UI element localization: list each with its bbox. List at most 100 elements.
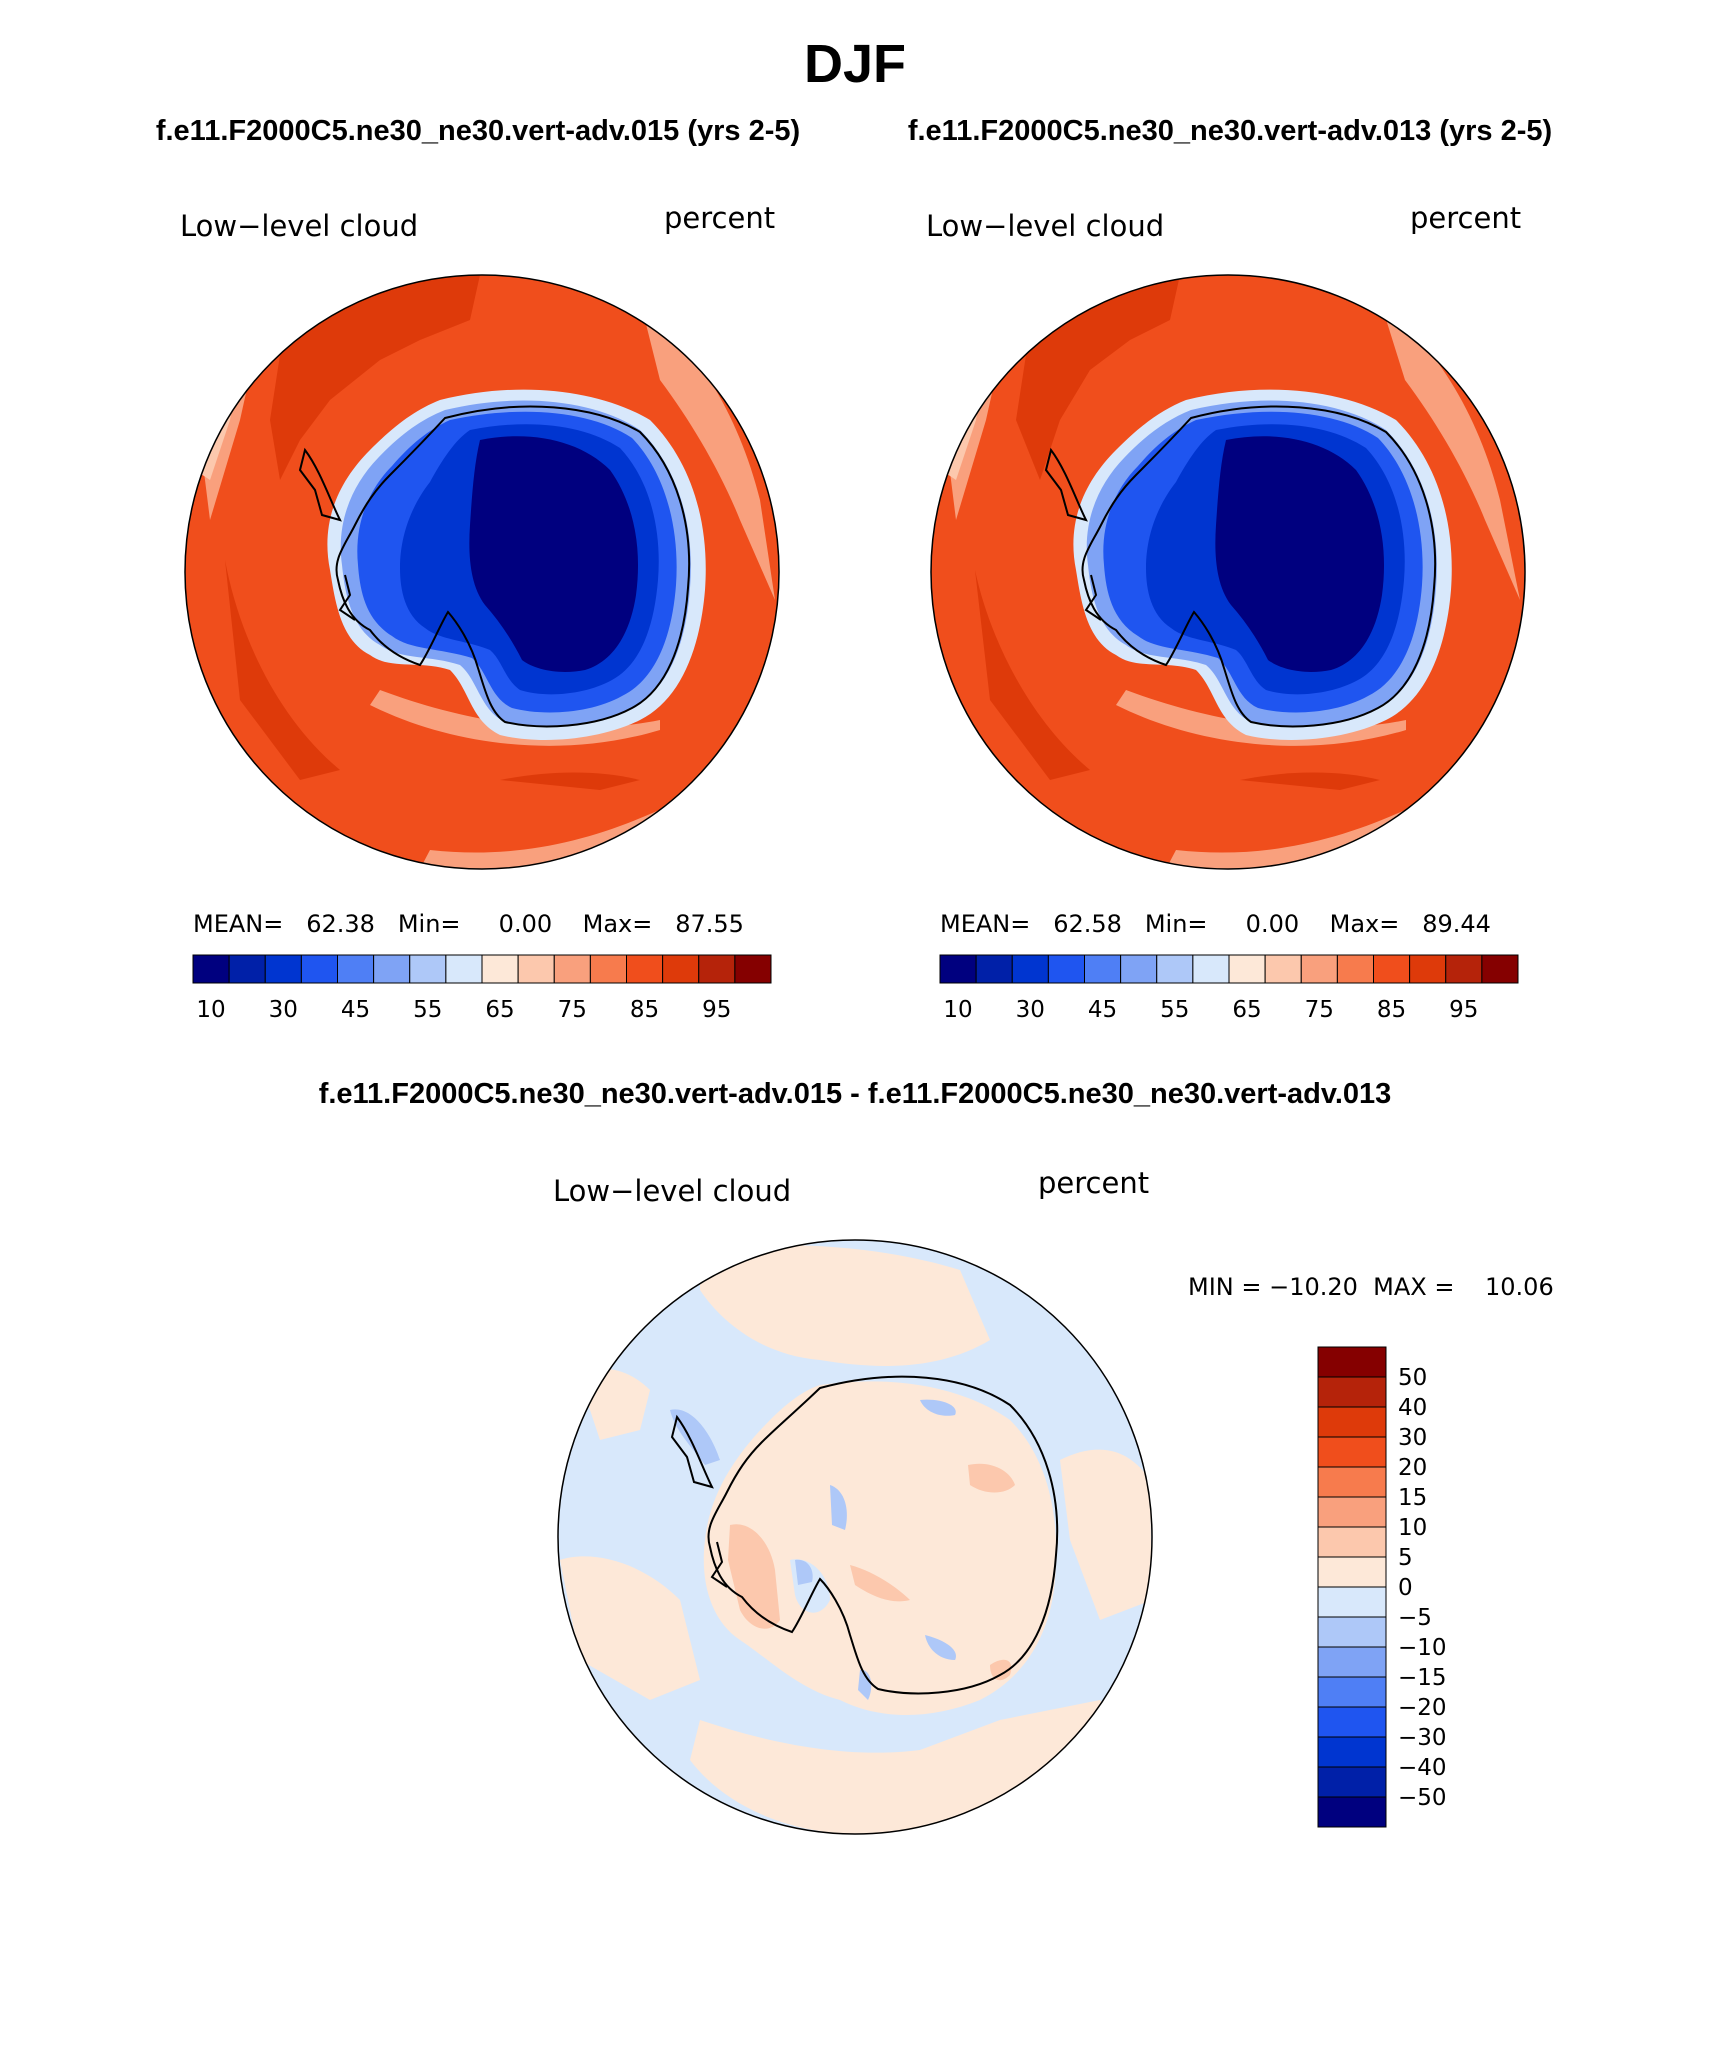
colorbar-swatch <box>626 954 664 984</box>
colorbar-swatch <box>1317 1526 1387 1558</box>
panel-right: Low−level cloud percent MEAN= 62.58 Min=… <box>926 201 1526 1023</box>
colorbar-label: 75 <box>1305 997 1334 1023</box>
colorbar-label: 0 <box>1398 1575 1413 1601</box>
panel-diff-units: percent <box>1038 1166 1149 1200</box>
colorbar-swatch <box>1300 954 1338 984</box>
colorbar-swatch <box>1317 1586 1387 1618</box>
colorbar-swatch <box>1317 1676 1387 1708</box>
colorbar-swatch <box>1084 954 1122 984</box>
colorbar-swatch <box>1317 1706 1387 1738</box>
colorbar-label: 30 <box>1016 997 1045 1023</box>
colorbar-label: 75 <box>558 997 587 1023</box>
colorbar-swatch <box>1373 954 1411 984</box>
colorbar-swatch <box>1156 954 1194 984</box>
colorbar-swatch <box>1317 1376 1387 1408</box>
colorbar-swatch <box>228 954 266 984</box>
colorbar-swatch <box>1011 954 1049 984</box>
panel-right-variable: Low−level cloud <box>926 209 1164 243</box>
diff-title: f.e11.F2000C5.ne30_ne30.vert-adv.015 - f… <box>319 1078 1392 1110</box>
panel-right-units: percent <box>1410 201 1521 235</box>
colorbar-swatch <box>192 954 230 984</box>
panel-right-stats: MEAN= 62.58 Min= 0.00 Max= 89.44 <box>940 910 1491 938</box>
colorbar-swatch <box>1317 1646 1387 1678</box>
colorbar-swatch <box>1317 1796 1387 1828</box>
colorbar-swatch <box>373 954 411 984</box>
panel-left-map <box>185 275 779 869</box>
panel-diff-stats: MIN = −10.20 MAX = 10.06 <box>1188 1273 1554 1301</box>
colorbar-swatch <box>300 954 338 984</box>
colorbar-swatch <box>1317 1556 1387 1588</box>
colorbar-label: −50 <box>1398 1785 1447 1811</box>
colorbar-label: −30 <box>1398 1725 1447 1751</box>
colorbar-swatch <box>1317 1766 1387 1798</box>
colorbar-swatch <box>1264 954 1302 984</box>
colorbar-label: 20 <box>1398 1455 1427 1481</box>
colorbar-label: 30 <box>1398 1425 1427 1451</box>
panel-diff-map-border <box>557 1239 1153 1835</box>
colorbar-label: 95 <box>702 997 731 1023</box>
panel-diff-variable: Low−level cloud <box>553 1174 791 1208</box>
colorbar-label: 10 <box>943 997 972 1023</box>
panel-left-colorbar: 10 30 45 55 65 75 85 95 <box>192 954 772 1023</box>
colorbar-swatch <box>445 954 483 984</box>
colorbar-label: 65 <box>1232 997 1261 1023</box>
panel-diff-map <box>558 1240 1152 1834</box>
colorbar-swatch <box>1317 1436 1387 1468</box>
colorbar-label: 95 <box>1449 997 1478 1023</box>
season-title: DJF <box>804 34 906 94</box>
colorbar-swatch <box>1317 1406 1387 1438</box>
colorbar-swatch <box>939 954 977 984</box>
colorbar-swatch <box>481 954 519 984</box>
colorbar-label: 50 <box>1398 1365 1427 1391</box>
colorbar-swatch <box>1317 1496 1387 1528</box>
colorbar-label: 65 <box>485 997 514 1023</box>
colorbar-label: 15 <box>1398 1485 1427 1511</box>
colorbar-swatch <box>337 954 375 984</box>
colorbar-label: 40 <box>1398 1395 1427 1421</box>
colorbar-label: −15 <box>1398 1665 1447 1691</box>
panel-right-map-border <box>930 274 1526 870</box>
panel-left-units: percent <box>664 201 775 235</box>
colorbar-swatch <box>1317 1616 1387 1648</box>
colorbar-swatch <box>264 954 302 984</box>
colorbar-swatch <box>1047 954 1085 984</box>
case2-title: f.e11.F2000C5.ne30_ne30.vert-adv.013 (yr… <box>908 115 1552 147</box>
panel-right-map <box>931 275 1525 869</box>
colorbar-label: 5 <box>1398 1545 1413 1571</box>
colorbar-swatch <box>734 954 772 984</box>
colorbar-swatch <box>1192 954 1230 984</box>
colorbar-label: 30 <box>269 997 298 1023</box>
panel-left: Low−level cloud percent MEAN= 62.38 Min=… <box>180 201 780 1023</box>
colorbar-swatch <box>975 954 1013 984</box>
colorbar-swatch <box>1445 954 1483 984</box>
colorbar-label: 10 <box>1398 1515 1427 1541</box>
colorbar-swatch <box>1317 1346 1387 1378</box>
colorbar-swatch <box>1481 954 1519 984</box>
colorbar-label: −20 <box>1398 1695 1447 1721</box>
colorbar-label: 85 <box>630 997 659 1023</box>
colorbar-label: −5 <box>1398 1605 1432 1631</box>
colorbar-label: 55 <box>413 997 442 1023</box>
colorbar-swatch <box>1409 954 1447 984</box>
panel-left-stats: MEAN= 62.38 Min= 0.00 Max= 87.55 <box>193 910 744 938</box>
panel-diff: Low−level cloud percent MIN = <box>553 1166 1554 1835</box>
colorbar-swatch <box>1336 954 1374 984</box>
panel-left-variable: Low−level cloud <box>180 209 418 243</box>
colorbar-label: 85 <box>1377 997 1406 1023</box>
colorbar-swatch <box>517 954 555 984</box>
colorbar-swatch <box>1228 954 1266 984</box>
colorbar-swatch <box>662 954 700 984</box>
colorbar-swatch <box>1317 1736 1387 1768</box>
colorbar-label: 55 <box>1160 997 1189 1023</box>
colorbar-swatch <box>1317 1466 1387 1498</box>
colorbar-swatch <box>698 954 736 984</box>
case1-title: f.e11.F2000C5.ne30_ne30.vert-adv.015 (yr… <box>156 115 800 147</box>
colorbar-label: −40 <box>1398 1755 1447 1781</box>
colorbar-label: 45 <box>1088 997 1117 1023</box>
colorbar-swatch <box>589 954 627 984</box>
panel-left-map-border <box>184 274 780 870</box>
colorbar-swatch <box>553 954 591 984</box>
colorbar-swatch <box>1120 954 1158 984</box>
